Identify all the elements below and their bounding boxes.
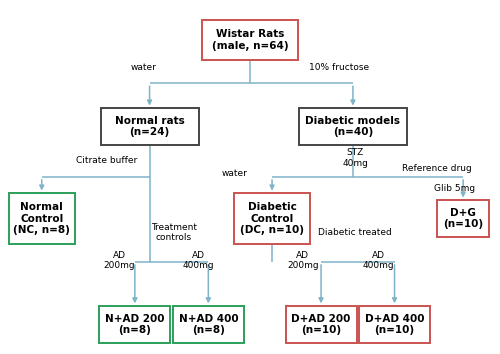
FancyBboxPatch shape xyxy=(286,306,356,343)
Text: Normal rats
(n=24): Normal rats (n=24) xyxy=(114,116,184,137)
Text: D+AD 200
(n=10): D+AD 200 (n=10) xyxy=(292,314,350,335)
Text: AD
400mg: AD 400mg xyxy=(182,251,214,270)
FancyBboxPatch shape xyxy=(100,108,198,145)
Text: N+AD 400
(n=8): N+AD 400 (n=8) xyxy=(178,314,238,335)
FancyBboxPatch shape xyxy=(202,20,298,60)
FancyBboxPatch shape xyxy=(299,108,407,145)
Text: Reference drug: Reference drug xyxy=(402,164,471,173)
Text: Wistar Rats
(male, n=64): Wistar Rats (male, n=64) xyxy=(212,29,288,51)
Text: AD
400mg: AD 400mg xyxy=(362,251,394,270)
Text: N+AD 200
(n=8): N+AD 200 (n=8) xyxy=(105,314,164,335)
FancyBboxPatch shape xyxy=(100,306,170,343)
FancyBboxPatch shape xyxy=(173,306,244,343)
Text: 10% fructose: 10% fructose xyxy=(309,63,369,72)
Text: Diabetic treated: Diabetic treated xyxy=(318,228,392,237)
Text: Normal
Control
(NC, n=8): Normal Control (NC, n=8) xyxy=(14,202,70,235)
Text: D+AD 400
(n=10): D+AD 400 (n=10) xyxy=(365,314,424,335)
Text: AD
200mg: AD 200mg xyxy=(287,251,318,270)
Text: Diabetic
Control
(DC, n=10): Diabetic Control (DC, n=10) xyxy=(240,202,304,235)
Text: Citrate buffer: Citrate buffer xyxy=(76,156,138,165)
FancyBboxPatch shape xyxy=(234,194,310,244)
Text: Treatment
controls: Treatment controls xyxy=(151,223,197,242)
Text: water: water xyxy=(131,63,157,72)
Text: D+G
(n=10): D+G (n=10) xyxy=(443,208,483,229)
Text: AD
200mg: AD 200mg xyxy=(104,251,135,270)
FancyBboxPatch shape xyxy=(8,194,75,244)
Text: STZ
40mg: STZ 40mg xyxy=(342,148,368,168)
Text: water: water xyxy=(222,169,248,178)
FancyBboxPatch shape xyxy=(359,306,430,343)
FancyBboxPatch shape xyxy=(438,200,489,237)
Text: Diabetic models
(n=40): Diabetic models (n=40) xyxy=(306,116,400,137)
Text: Glib 5mg: Glib 5mg xyxy=(434,184,475,193)
